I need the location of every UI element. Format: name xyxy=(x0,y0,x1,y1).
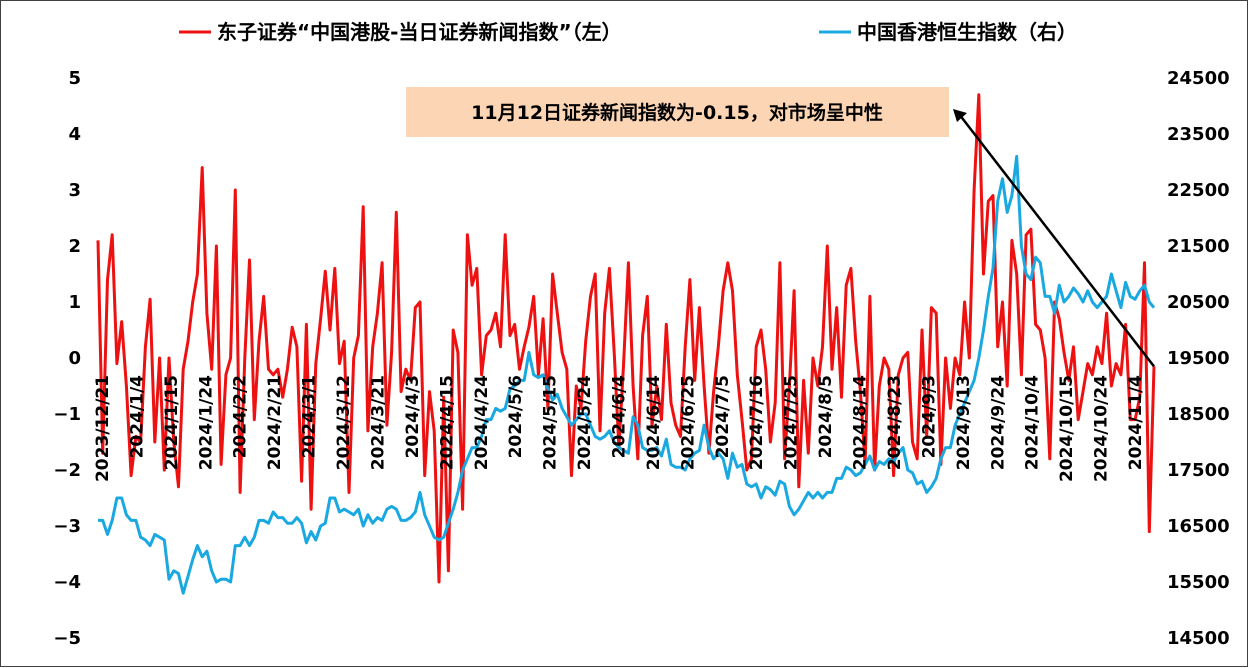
y-right-tick-label: 14500 xyxy=(1167,628,1230,649)
x-tick-label: 2024/10/24 xyxy=(1092,375,1112,482)
x-tick-label: 2024/4/24 xyxy=(472,375,492,470)
x-tick-label: 2024/1/4 xyxy=(127,375,147,459)
y-left-tick-label: −1 xyxy=(53,404,81,425)
y-right-tick-label: 24500 xyxy=(1167,68,1230,89)
x-tick-label: 2024/8/14 xyxy=(851,375,871,470)
x-tick-label: 2024/3/1 xyxy=(300,375,320,458)
x-tick-label: 2024/1/15 xyxy=(162,375,182,470)
y-right-tick-label: 21500 xyxy=(1167,236,1230,257)
y-left-tick-label: 3 xyxy=(68,180,81,201)
x-tick-label: 2024/6/4 xyxy=(610,375,630,459)
x-tick-label: 2024/5/24 xyxy=(575,375,595,470)
x-tick-label: 2024/8/23 xyxy=(885,375,905,470)
y-left-tick-label: −4 xyxy=(53,572,81,593)
y-left-tick-label: 0 xyxy=(68,348,81,369)
x-tick-label: 2024/3/12 xyxy=(334,375,354,470)
annotation-text: 11月12日证券新闻指数为-0.15，对市场呈中性 xyxy=(471,101,883,124)
legend-label: 东子证券“中国港股-当日证券新闻指数”（左） xyxy=(217,20,622,44)
y-left-tick-label: −5 xyxy=(53,628,81,649)
x-tick-label: 2024/4/15 xyxy=(437,375,457,470)
y-right-tick-label: 17500 xyxy=(1167,460,1230,481)
y-right-tick-label: 15500 xyxy=(1167,572,1230,593)
x-tick-label: 2024/4/3 xyxy=(403,375,423,458)
y-left-tick-label: −2 xyxy=(53,460,81,481)
y-right-tick-label: 16500 xyxy=(1167,516,1230,537)
x-tick-label: 2024/10/4 xyxy=(1023,375,1043,470)
hang-seng-line xyxy=(98,154,1156,595)
y-right-tick-label: 23500 xyxy=(1167,124,1230,145)
x-tick-label: 2024/2/21 xyxy=(265,375,285,470)
x-tick-label: 2024/6/25 xyxy=(678,375,698,470)
news-index-line xyxy=(96,93,1156,584)
x-tick-label: 2024/7/5 xyxy=(713,375,733,458)
x-tick-label: 2024/5/15 xyxy=(541,375,561,470)
y-left-tick-label: −3 xyxy=(53,516,81,537)
annotation-box xyxy=(406,87,949,137)
annotation-arrow-head xyxy=(953,109,967,122)
x-tick-label: 2024/7/25 xyxy=(782,375,802,470)
x-tick-label: 2024/7/16 xyxy=(747,375,767,470)
y-right-tick-label: 19500 xyxy=(1167,348,1230,369)
x-tick-label: 2024/10/15 xyxy=(1057,375,1077,482)
x-tick-label: 2024/9/3 xyxy=(919,375,939,458)
annotation-arrow-line xyxy=(958,113,1155,368)
y-right-tick-label: 22500 xyxy=(1167,180,1230,201)
x-tick-label: 2023/12/21 xyxy=(93,375,113,482)
x-tick-label: 2024/9/24 xyxy=(988,375,1008,470)
x-tick-label: 2024/6/14 xyxy=(644,375,664,470)
y-left-tick-label: 5 xyxy=(68,68,81,89)
y-left-tick-label: 2 xyxy=(68,236,81,257)
x-tick-label: 2024/5/6 xyxy=(506,375,526,458)
x-tick-label: 2024/3/21 xyxy=(368,375,388,470)
y-right-tick-label: 18500 xyxy=(1167,404,1230,425)
x-tick-label: 2024/8/5 xyxy=(816,375,836,458)
y-left-tick-label: 4 xyxy=(68,124,81,145)
y-right-tick-label: 20500 xyxy=(1167,292,1230,313)
y-left-tick-label: 1 xyxy=(68,292,81,313)
x-tick-label: 2024/1/24 xyxy=(196,375,216,470)
x-tick-label: 2024/11/4 xyxy=(1126,375,1146,470)
x-tick-label: 2024/2/2 xyxy=(231,375,251,458)
x-tick-label: 2024/9/13 xyxy=(954,375,974,470)
legend-label: 中国香港恒生指数（右） xyxy=(857,20,1077,44)
